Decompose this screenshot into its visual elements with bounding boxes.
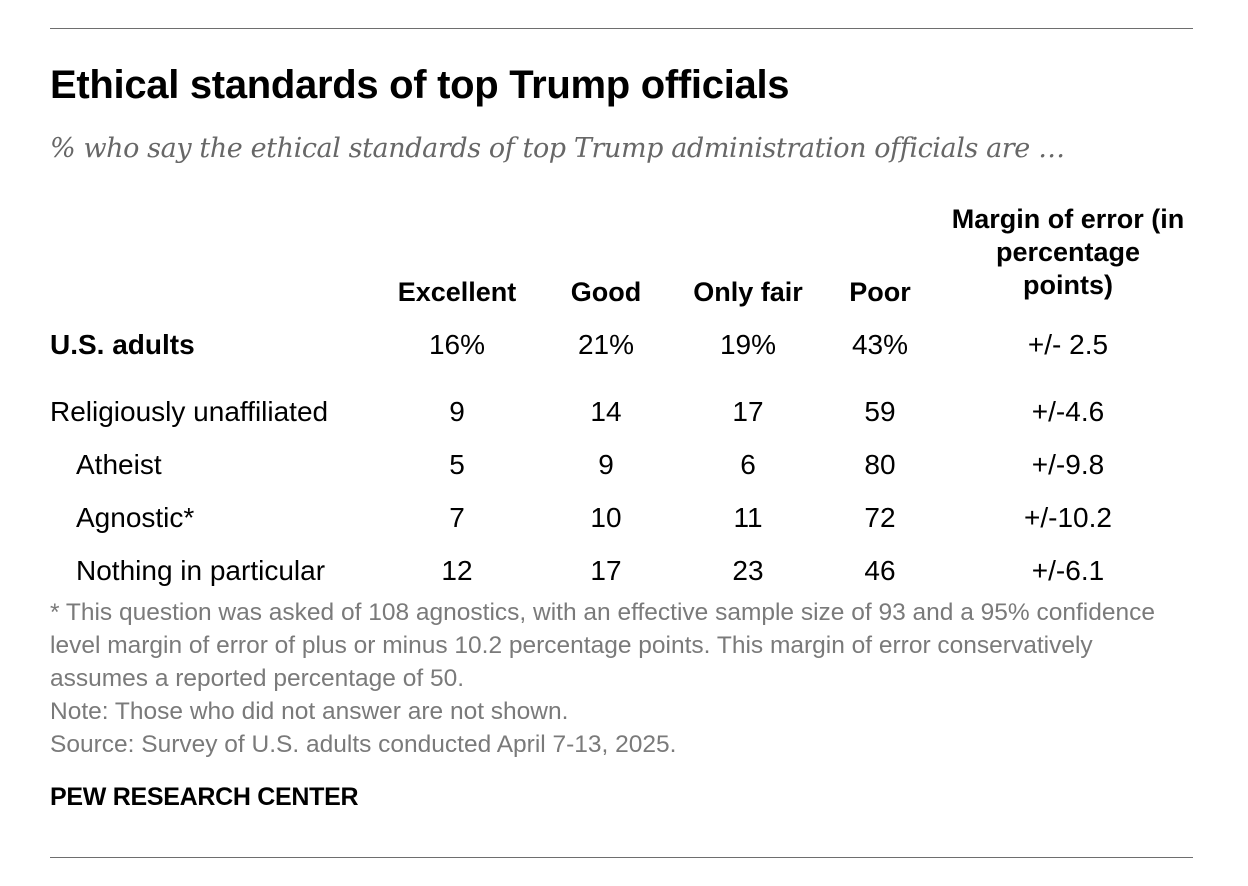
column-header-margin-of-error: Margin of error (in percentage points) [951, 204, 1185, 300]
table-cell: 43% [851, 329, 909, 360]
column-header-excellent: Excellent [397, 277, 517, 307]
row-label-religiously-unaffiliated: Religiously unaffiliated [50, 396, 329, 427]
table-cell: 6 [740, 449, 756, 480]
table-cell: 17 [590, 555, 622, 586]
table-cell: 10 [590, 502, 622, 533]
footnote-asterisk: * This question was asked of 108 agnosti… [50, 599, 1155, 692]
table-cell: 59 [864, 396, 896, 427]
row-label-agnostic: Agnostic* [76, 502, 195, 533]
row-label-us-adults: U.S. adults [50, 329, 195, 360]
table-cell: +/-9.8 [1031, 449, 1105, 480]
footnote-note: Note: Those who did not answer are not s… [50, 698, 569, 725]
bottom-rule [50, 857, 1193, 858]
row-label-atheist: Atheist [76, 449, 162, 480]
table-cell: 72 [864, 502, 896, 533]
table-cell: 46 [864, 555, 896, 586]
table-cell: 7 [449, 502, 465, 533]
column-header-good: Good [570, 277, 642, 307]
chart-subtitle: % who say the ethical standards of top T… [50, 133, 1065, 164]
table-cell: 9 [598, 449, 614, 480]
table-cell: +/-4.6 [1031, 396, 1105, 427]
table-cell: 80 [864, 449, 896, 480]
top-rule [50, 28, 1193, 29]
column-header-poor: Poor [849, 277, 911, 307]
table-cell: 14 [590, 396, 622, 427]
table-cell: +/-6.1 [1031, 555, 1105, 586]
table-cell: 16% [428, 329, 486, 360]
brand-logo-text: PEW RESEARCH CENTER [50, 783, 359, 811]
column-header-only-fair: Only fair [693, 277, 803, 307]
table-cell: 12 [441, 555, 473, 586]
footnote-source: Source: Survey of U.S. adults conducted … [50, 731, 677, 758]
row-label-nothing-in-particular: Nothing in particular [76, 555, 326, 586]
table-cell: 9 [449, 396, 465, 427]
table-cell: 11 [733, 502, 763, 533]
table-cell: 19% [719, 329, 777, 360]
chart-title: Ethical standards of top Trump officials [50, 63, 790, 107]
table-cell: +/- 2.5 [1027, 329, 1109, 360]
table-cell: 21% [577, 329, 635, 360]
table-cell: 23 [732, 555, 764, 586]
table-cell: 17 [732, 396, 764, 427]
table-cell: 5 [449, 449, 465, 480]
footnotes: * This question was asked of 108 agnosti… [50, 596, 1195, 761]
table-cell: +/-10.2 [1024, 502, 1112, 533]
